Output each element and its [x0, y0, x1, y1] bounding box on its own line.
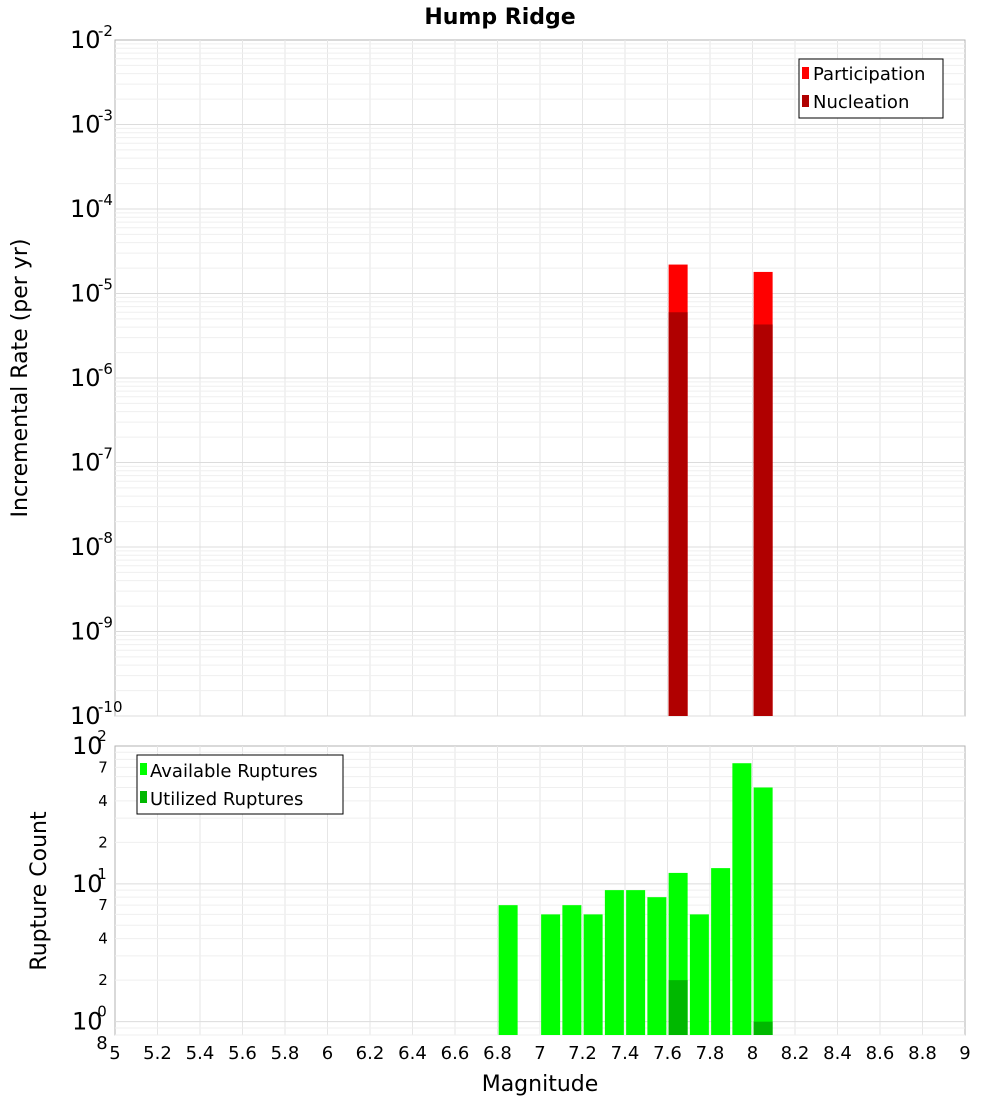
top-y-tick-label: 10: [70, 618, 101, 646]
x-tick-label: 8: [747, 1043, 758, 1064]
nucleation-bar: [668, 312, 688, 716]
available-ruptures-bar: [689, 914, 709, 1035]
x-tick-label: 8.8: [908, 1043, 937, 1064]
x-tick-label: 5.4: [186, 1043, 215, 1064]
available-ruptures-bar: [647, 897, 667, 1035]
x-tick-label: 8.4: [823, 1043, 852, 1064]
x-tick-label: 7.4: [611, 1043, 640, 1064]
top-y-tick-label: 10: [70, 364, 101, 392]
x-tick-label: 7.2: [568, 1043, 597, 1064]
top-y-tick-exponent: -9: [98, 614, 113, 632]
top-y-tick-label: 10: [70, 26, 101, 54]
x-axis-label: Magnitude: [482, 1072, 599, 1097]
available-ruptures-bar: [604, 890, 624, 1035]
x-tick-label: 6.4: [398, 1043, 427, 1064]
top-y-tick-label: 10: [70, 702, 101, 730]
top-y-tick-label: 10: [70, 533, 101, 561]
top-y-tick-label: 10: [70, 111, 101, 139]
bottom-y-minor-label: 4: [98, 792, 108, 810]
available-ruptures-bar: [562, 905, 582, 1035]
x-tick-label: 8.6: [866, 1043, 895, 1064]
x-tick-label: 6.6: [441, 1043, 470, 1064]
bottom-y-tick-label: 10: [72, 870, 103, 898]
available-ruptures-bar: [732, 763, 752, 1035]
bottom-y-minor-label: 2: [98, 833, 108, 851]
top-y-tick-exponent: -8: [98, 529, 113, 547]
top-y-tick-label: 10: [70, 280, 101, 308]
x-tick-label: 6.8: [483, 1043, 512, 1064]
legend-label-nucleation: Nucleation: [813, 92, 909, 113]
top-legend-box: [798, 58, 944, 119]
utilized-ruptures-bar: [753, 1021, 773, 1035]
available-ruptures-bar: [498, 905, 518, 1035]
available-ruptures-bar: [626, 890, 646, 1035]
x-tick-label: 9: [959, 1043, 970, 1064]
bottom-bars: [498, 763, 773, 1035]
x-tick-label: 5: [109, 1043, 120, 1064]
bottom-y-tick-exponent: 1: [97, 865, 107, 883]
bottom-x-ticks: 5 5.2 5.4 5.6 5.8 6 6.2 6.4 6.6 6.8 7 7.2 7.4 7.6 7.8 8…: [109, 1043, 970, 1064]
top-y-axis-label: Incremental Rate (per yr): [8, 239, 33, 518]
legend-label-participation: Participation: [813, 64, 925, 85]
top-y-tick-exponent: -10: [98, 698, 123, 716]
available-ruptures-bar: [711, 868, 731, 1035]
bottom-y-tick-label: 10: [72, 1008, 103, 1036]
bottom-y-tick-exponent: 0: [97, 1003, 107, 1021]
available-ruptures-bar: [541, 914, 561, 1035]
x-tick-label: 8.2: [781, 1043, 810, 1064]
top-y-tick-exponent: -3: [98, 107, 113, 125]
x-tick-label: 5.2: [143, 1043, 172, 1064]
x-tick-label: 5.6: [228, 1043, 257, 1064]
nucleation-bar: [753, 324, 773, 716]
x-tick-label: 7.6: [653, 1043, 682, 1064]
top-y-tick-exponent: -7: [98, 445, 113, 463]
bottom-y-minor-label: 7: [98, 896, 108, 914]
bottom-y-minor-label: 2: [98, 971, 108, 989]
top-y-tick-label: 10: [70, 449, 101, 477]
bottom-y-tick-exponent: 2: [97, 727, 107, 745]
top-legend: Participation Nucleation: [798, 58, 944, 119]
bottom-y-tick-label: 10: [72, 732, 103, 760]
legend-swatch-available-ruptures: [140, 763, 147, 775]
top-y-tick-exponent: -6: [98, 360, 113, 378]
available-ruptures-bar: [583, 914, 603, 1035]
bottom-legend-box: [136, 754, 344, 815]
legend-label-utilized-ruptures: Utilized Ruptures: [150, 789, 303, 810]
bottom-y-minor-label: 8: [96, 1033, 107, 1054]
available-ruptures-bar: [753, 787, 773, 1035]
bottom-y-axis-label: Rupture Count: [27, 811, 52, 971]
top-y-tick-exponent: -5: [98, 276, 113, 294]
top-bars: [668, 264, 773, 716]
x-tick-label: 7.8: [696, 1043, 725, 1064]
x-tick-label: 5.8: [271, 1043, 300, 1064]
top-y-tick-exponent: -2: [98, 22, 113, 40]
x-tick-label: 7: [534, 1043, 545, 1064]
chart-title: Hump Ridge: [424, 5, 575, 30]
legend-swatch-nucleation: [802, 95, 809, 107]
top-y-tick-label: 10: [70, 195, 101, 223]
top-grid: [115, 40, 965, 717]
bottom-y-minor-label: 4: [98, 930, 108, 948]
top-y-tick-exponent: -4: [98, 191, 113, 209]
x-tick-label: 6.2: [356, 1043, 385, 1064]
legend-swatch-utilized-ruptures: [140, 791, 147, 803]
x-tick-label: 6: [322, 1043, 333, 1064]
bottom-y-minor-label: 7: [98, 758, 108, 776]
legend-swatch-participation: [802, 67, 809, 79]
bottom-grid: [115, 746, 965, 1036]
bottom-legend: Available Ruptures Utilized Ruptures: [136, 754, 344, 815]
utilized-ruptures-bar: [668, 980, 688, 1035]
legend-label-available-ruptures: Available Ruptures: [150, 761, 318, 782]
